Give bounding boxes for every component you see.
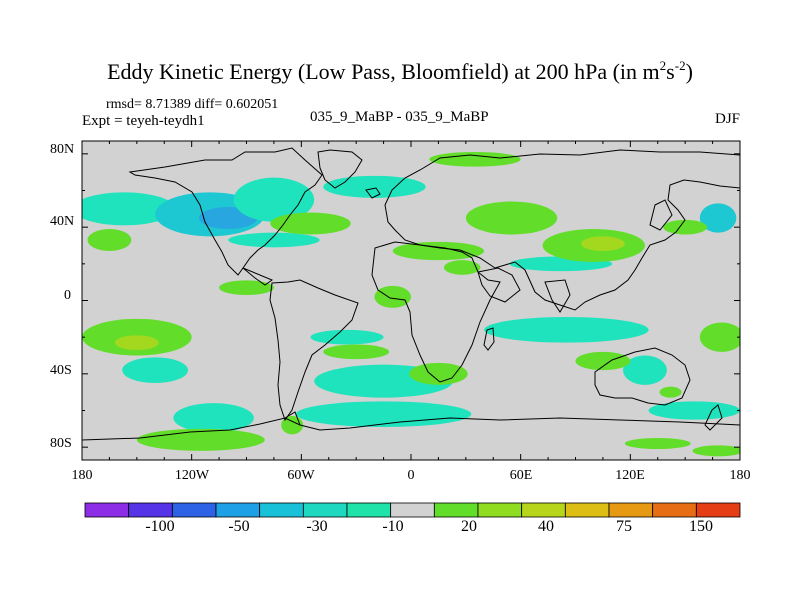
stats-line: rmsd= 8.71389 diff= 0.602051 [106, 97, 279, 112]
negative-anomaly-patch [484, 317, 649, 343]
positive-anomaly-patch [624, 438, 691, 449]
positive-anomaly-patch [281, 416, 304, 435]
negative-anomaly-patch [323, 175, 426, 198]
lon-label-180e: 180 [729, 468, 751, 483]
coastline-antarctica [82, 417, 740, 441]
case-label: 035_9_MaBP - 035_9_MaBP [310, 109, 489, 125]
title-superscript-1: 2 [659, 58, 667, 73]
negative-anomaly-patch [228, 232, 320, 248]
coastline-north-america [128, 147, 323, 276]
coastline-australia [594, 347, 691, 406]
lat-label-0: 0 [64, 288, 71, 303]
positive-anomaly-patch [323, 344, 390, 360]
positive-anomaly-patch [663, 219, 708, 235]
positive-anomaly-patch [659, 386, 682, 398]
positive-anomaly-patch [136, 428, 265, 451]
colorbar-swatch [564, 502, 610, 518]
negative-anomaly-patch [82, 192, 176, 226]
colorbar-label: 40 [538, 518, 554, 535]
title-unit-s: s [666, 59, 675, 84]
colorbar-label: 20 [461, 518, 477, 535]
colorbar-swatch [128, 502, 173, 518]
coastline-japan [649, 199, 673, 231]
positive-anomaly-patch [114, 335, 159, 350]
negative-anomaly-patch [699, 203, 737, 233]
lon-label-0: 0 [407, 468, 415, 483]
lon-label-180w: 180 [71, 468, 93, 483]
lon-label-120w: 120W [174, 468, 210, 483]
colorbar-label: -50 [228, 518, 250, 535]
colorbar-swatch [215, 502, 261, 518]
positive-anomaly-patch [443, 260, 481, 275]
coastline-layer [82, 147, 740, 441]
coastline-africa [371, 241, 501, 383]
season-label: DJF [714, 111, 740, 127]
colorbar-swatch [84, 502, 130, 518]
negative-anomaly-patch [648, 401, 740, 420]
lat-label-40s: 40S [50, 363, 72, 378]
coastline-india [544, 279, 571, 313]
colorbar-label: -100 [145, 518, 175, 535]
colorbar-swatch [521, 502, 566, 518]
negative-anomaly-patch [173, 403, 254, 433]
positive-anomaly-patch [575, 351, 631, 371]
positive-anomaly-patch [429, 152, 521, 167]
experiment-label: Expt = teyeh-teydh1 [82, 113, 205, 129]
colorbar-swatch [652, 502, 697, 518]
colorbar-label: 150 [689, 518, 713, 535]
plot-title: Eddy Kinetic Energy (Low Pass, Bloomfiel… [0, 58, 800, 85]
colorbar-swatch [433, 502, 479, 518]
positive-anomaly-patch [374, 285, 411, 308]
coastline-south-america [269, 279, 359, 422]
lat-label-80s: 80S [50, 436, 72, 451]
coastline-europe-asia [384, 149, 740, 311]
colorbar-swatch [259, 502, 304, 518]
colorbar-swatch [477, 502, 523, 518]
negative-anomaly-patch [295, 401, 472, 427]
colorbar-swatch [390, 502, 435, 518]
positive-anomaly-patch [699, 322, 740, 352]
lon-label-120e: 120E [615, 468, 645, 483]
coastline-central-america [242, 267, 274, 286]
colorbar-swatch [302, 502, 348, 518]
colorbar-label: -30 [306, 518, 328, 535]
negative-anomaly-patch [310, 329, 384, 345]
lat-label-40n: 40N [50, 214, 75, 229]
negative-anomaly-patch [623, 355, 667, 385]
positive-anomaly-patch [409, 362, 468, 385]
positive-anomaly-patch [87, 229, 132, 251]
title-superscript-2: -2 [674, 58, 686, 73]
title-suffix: ) [685, 59, 693, 84]
coastline-madagascar [483, 327, 495, 351]
positive-anomaly-patch [219, 280, 274, 295]
lon-label-60w: 60W [287, 468, 315, 483]
colorbar-label: -10 [382, 518, 404, 535]
colorbar-swatch [608, 502, 654, 518]
colorbar-label: 75 [616, 518, 632, 535]
positive-anomaly-patch [392, 241, 485, 261]
coastline-iceland [365, 187, 381, 199]
colorbar [84, 502, 741, 518]
lon-label-60e: 60E [509, 468, 533, 483]
title-text: Eddy Kinetic Energy (Low Pass, Bloomfiel… [107, 59, 660, 84]
contour-fill-layer [82, 152, 740, 457]
negative-anomaly-patch [122, 357, 189, 383]
coastline-antarctic-peninsula [284, 411, 301, 426]
positive-anomaly-patch [580, 236, 625, 252]
colorbar-swatch [346, 502, 392, 518]
coastline-greenland [317, 149, 363, 189]
positive-anomaly-patch [692, 445, 740, 457]
colorbar-swatch [695, 502, 741, 518]
lat-label-80n: 80N [50, 142, 75, 157]
positive-anomaly-patch [270, 212, 351, 235]
coastline-arabia [477, 267, 521, 303]
positive-anomaly-patch [465, 201, 558, 235]
axis-ticks [81, 141, 741, 460]
colorbar-swatch [171, 502, 217, 518]
